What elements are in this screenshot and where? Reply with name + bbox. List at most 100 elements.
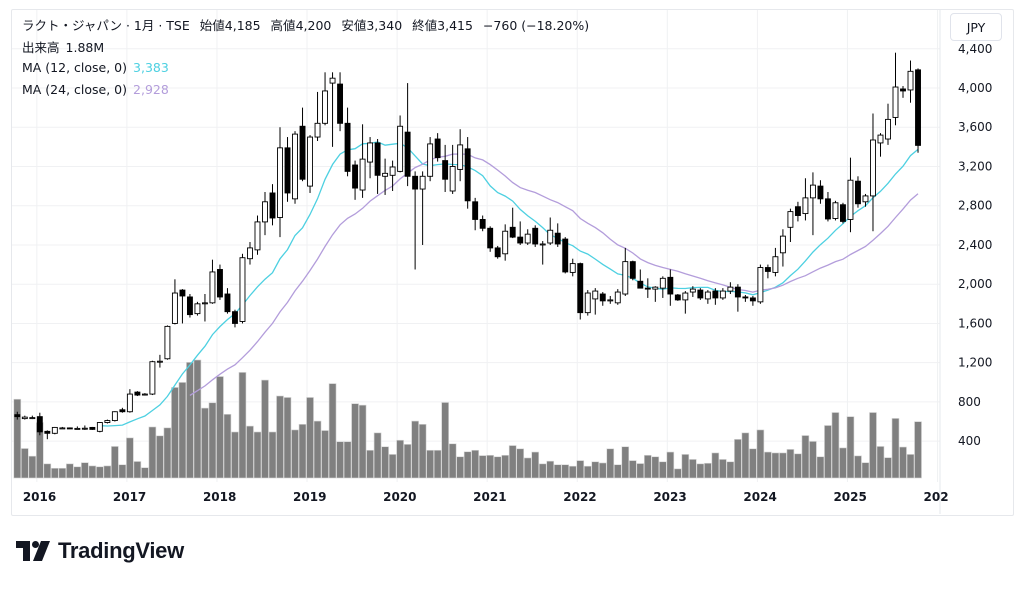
- volume-bar: [186, 362, 194, 479]
- volume-bar: [88, 465, 97, 479]
- candle: [14, 411, 21, 420]
- volume-bar: [43, 463, 52, 479]
- currency-button[interactable]: JPY: [950, 13, 1002, 41]
- candle: [900, 86, 906, 98]
- candle-body: [674, 294, 681, 301]
- candle-body: [186, 296, 193, 316]
- candle-body: [809, 184, 816, 199]
- price-tick-label: 3,200: [958, 159, 992, 173]
- candle: [171, 279, 178, 325]
- candle: [772, 247, 779, 277]
- volume-bar: [283, 397, 292, 479]
- candle-body: [577, 263, 584, 314]
- volume-bar: [126, 437, 134, 479]
- volume-bar: [306, 397, 314, 479]
- volume-bar: [824, 425, 832, 479]
- ma24-legend[interactable]: MA (24, close, 0) 2,928: [22, 82, 175, 97]
- candle-body: [126, 393, 133, 413]
- candle-body: [277, 147, 283, 218]
- price-tick-label: 2,800: [958, 199, 992, 213]
- volume-bar: [523, 457, 532, 479]
- candle-body: [524, 233, 531, 244]
- volume-bar: [651, 456, 660, 479]
- candle-body: [449, 166, 456, 192]
- volume-label: 出来高: [22, 40, 60, 55]
- candle: [329, 72, 336, 147]
- candle: [794, 201, 801, 222]
- candle-body: [337, 83, 344, 124]
- volume-bar: [501, 454, 509, 479]
- volume-bar: [21, 448, 29, 479]
- volume-bar: [216, 376, 224, 479]
- volume-bar: [433, 449, 442, 479]
- volume-bar: [628, 460, 637, 479]
- volume-bar: [171, 387, 179, 479]
- candle: [749, 295, 756, 306]
- time-tick-label: 2024: [743, 490, 776, 504]
- symbol-legend: ラクト・ジャパン · 1月 · TSE 始値4,185 高値4,200 安値3,…: [22, 15, 595, 34]
- volume-bar: [681, 454, 690, 479]
- volume-bar: [809, 441, 817, 479]
- candle-body: [562, 238, 569, 273]
- tradingview-logo-icon: [16, 541, 50, 561]
- candle: [104, 419, 111, 424]
- volume-bar: [118, 464, 127, 479]
- symbol-title: ラクト・ジャパン · 1月 · TSE: [22, 18, 190, 33]
- volume-bar: [749, 448, 757, 479]
- candle-body: [907, 70, 914, 91]
- candle-body: [322, 90, 328, 124]
- candle: [472, 197, 479, 231]
- volume-bar: [373, 432, 382, 479]
- volume-bar: [606, 448, 615, 479]
- ma24-value: 2,928: [133, 82, 169, 97]
- volume-bar: [546, 460, 555, 479]
- candle: [517, 221, 524, 245]
- candle-body: [239, 257, 246, 322]
- volume-bar: [133, 461, 142, 479]
- volume-bar: [741, 432, 750, 479]
- candle: [352, 160, 359, 200]
- candle-body: [569, 263, 576, 273]
- candle-body: [554, 232, 561, 245]
- candle: [779, 229, 786, 267]
- candle: [667, 269, 674, 306]
- candle: [547, 217, 554, 245]
- candle-body: [682, 292, 689, 301]
- candle: [397, 115, 404, 173]
- candle-body: [764, 267, 771, 272]
- tradingview-logo[interactable]: TradingView: [16, 538, 184, 564]
- candle-body: [832, 202, 839, 219]
- volume-bar: [839, 447, 847, 479]
- candle: [292, 131, 298, 204]
- volume-bar: [914, 421, 922, 479]
- candle: [457, 129, 464, 182]
- candle: [374, 139, 381, 194]
- candle-body: [584, 292, 591, 314]
- candle: [21, 415, 28, 420]
- volume-bar: [621, 446, 630, 479]
- candle: [269, 184, 276, 226]
- candles: [14, 52, 921, 440]
- candle-body: [179, 289, 186, 297]
- price-tick-label: 2,000: [958, 277, 992, 291]
- candle-body: [637, 280, 644, 289]
- candle: [682, 291, 689, 314]
- candle-body: [224, 293, 231, 313]
- ma24-label: MA (24, close, 0): [22, 82, 128, 97]
- candle-body: [397, 125, 404, 172]
- price-tick-label: 4,000: [958, 81, 992, 95]
- volume-bar: [854, 455, 862, 479]
- candle: [322, 72, 328, 126]
- ma12-legend[interactable]: MA (12, close, 0) 3,383: [22, 60, 175, 75]
- candle: [734, 284, 741, 312]
- candle-body: [817, 185, 824, 200]
- candle: [652, 286, 659, 302]
- candle-body: [247, 247, 253, 260]
- candle-body: [629, 261, 636, 279]
- volume-bar: [771, 452, 780, 479]
- candle-body: [704, 291, 711, 300]
- candle-body: [81, 427, 88, 430]
- brand-name: TradingView: [58, 538, 184, 563]
- volume-bar: [336, 441, 344, 479]
